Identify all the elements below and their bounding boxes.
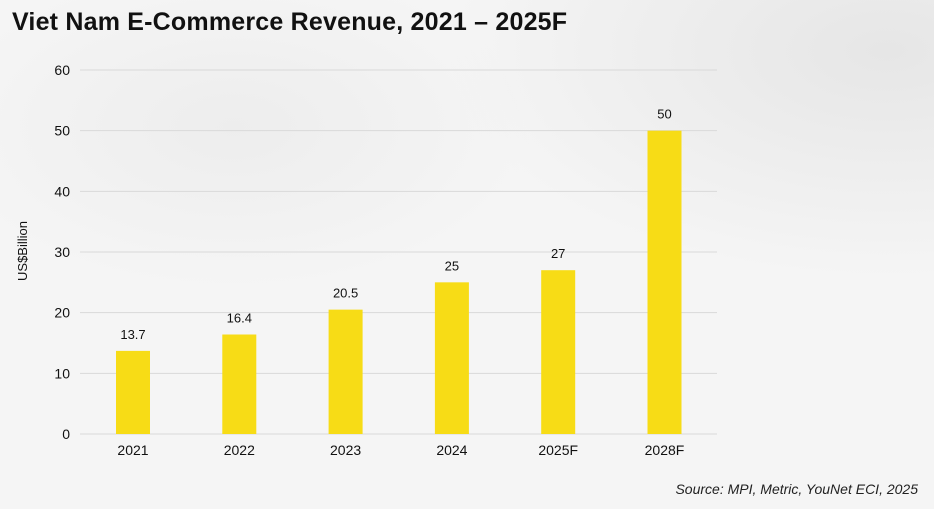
y-tick-label: 10: [54, 365, 70, 381]
y-axis-ticks: 0 10 20 30 40 50 60: [54, 62, 70, 442]
x-axis-ticks: 2021 2022 2023 2024 2025F 2028F: [117, 442, 684, 458]
data-label-2025f: 27: [551, 246, 565, 261]
bar-2021: [116, 350, 150, 434]
y-tick-label: 40: [54, 183, 70, 199]
x-tick-label: 2021: [117, 442, 148, 458]
bar-2023: [328, 309, 363, 434]
y-tick-label: 30: [54, 244, 70, 260]
y-tick-label: 0: [62, 426, 70, 442]
source-note: Source: MPI, Metric, YouNet ECI, 2025: [675, 481, 918, 497]
bar-2024: [434, 282, 469, 434]
y-axis-title: US$Billion: [15, 221, 30, 281]
y-tick-label: 50: [54, 123, 70, 139]
data-label-2022: 16.4: [227, 311, 252, 326]
x-tick-label: 2023: [330, 442, 361, 458]
data-label-2023: 20.5: [333, 286, 358, 301]
data-labels: 13.7 16.4 20.5 25 27 50: [120, 107, 671, 342]
bar-2022: [222, 334, 257, 434]
x-tick-label: 2022: [224, 442, 255, 458]
gridlines: [80, 69, 717, 435]
chart-title: Viet Nam E-Commerce Revenue, 2021 – 2025…: [12, 8, 568, 36]
data-label-2021: 13.7: [120, 327, 145, 342]
bars: [116, 130, 682, 434]
y-tick-label: 60: [54, 62, 70, 78]
data-label-2028f: 50: [657, 107, 671, 122]
bar-2025f: [541, 270, 576, 434]
x-tick-label: 2024: [436, 442, 467, 458]
bar-2028f: [647, 130, 682, 434]
y-tick-label: 20: [54, 305, 70, 321]
data-label-2024: 25: [445, 258, 459, 273]
x-tick-label: 2028F: [645, 442, 685, 458]
x-tick-label: 2025F: [538, 442, 578, 458]
